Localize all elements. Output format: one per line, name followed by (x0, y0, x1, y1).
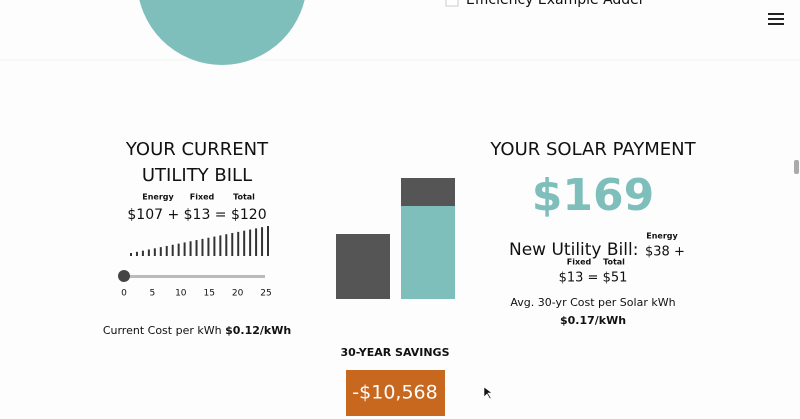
bill-title: UTILITY BILL (142, 165, 252, 186)
new-bill-label: New Utility Bill: (509, 240, 638, 260)
scale-bar (231, 233, 234, 256)
bill-label: Total (233, 193, 255, 202)
savings-box (346, 370, 445, 416)
scale-bar (255, 228, 258, 256)
slider-track[interactable] (124, 275, 265, 278)
avg-cost-value: $0.17/kWh (560, 314, 626, 327)
scrollbar[interactable] (794, 160, 799, 174)
energy-label: Energy (646, 232, 678, 241)
slider-tick-label: 0 (121, 289, 127, 299)
efficiency-circle (139, 0, 305, 65)
scale-bar (225, 234, 228, 256)
scale-bar (165, 245, 168, 256)
bill-label: Fixed (190, 193, 215, 202)
savings-label: 30-YEAR SAVINGS (340, 346, 449, 359)
solar-amount: $169 (532, 170, 654, 221)
slider-tick-label: 15 (203, 289, 214, 299)
total-label: Total (603, 258, 625, 267)
scale-bar (213, 236, 216, 256)
avg-cost-label: Avg. 30-yr Cost per Solar kWh (510, 296, 675, 309)
scale-bar (249, 229, 252, 256)
scale-bar (147, 249, 150, 256)
energy-value: $38 + (645, 245, 685, 260)
scale-bar (201, 238, 204, 256)
scale-bar (183, 242, 186, 256)
bill-title: YOUR CURRENT (125, 139, 269, 160)
fixed-label: Fixed (567, 258, 592, 267)
solar-payment-bar (401, 206, 455, 299)
scale-bar (243, 230, 246, 256)
solar-title: YOUR SOLAR PAYMENT (489, 139, 696, 160)
cost-line: Current Cost per kWh $0.12/kWh (103, 324, 291, 337)
cursor (483, 386, 493, 400)
slider-tick-label: 25 (260, 289, 271, 299)
scale-bar (130, 253, 132, 256)
scale-bar (261, 227, 264, 256)
slider-tick-label: 5 (150, 289, 156, 299)
cost-value: $0.12/kWh (225, 324, 291, 337)
scale-bar (177, 243, 180, 256)
slider-scale (130, 226, 269, 256)
total-formula: $13 = $51 (559, 271, 628, 286)
scale-bar (195, 240, 198, 256)
slider-tick-label: 10 (175, 289, 187, 299)
scale-bar (159, 247, 162, 256)
scale-bar (189, 241, 192, 256)
scale-bar (207, 237, 210, 256)
cost-label: Current Cost per kWh (103, 324, 222, 337)
checkbox[interactable] (445, 0, 459, 7)
solar-bill-bar (401, 178, 455, 206)
slider-knob[interactable] (118, 270, 130, 282)
checkbox-label[interactable]: Efficiency Example Adder (466, 0, 645, 8)
savings-value: -$10,568 (352, 382, 437, 404)
scale-bar (135, 251, 138, 256)
bill-formula: $107 + $13 = $120 (127, 207, 266, 223)
scale-bar (141, 250, 144, 256)
bill-label: Energy (142, 193, 174, 202)
scale-bar (237, 231, 240, 256)
scale-bar (267, 226, 269, 256)
slider-tick-label: 20 (232, 289, 244, 299)
scale-bar (171, 244, 174, 256)
current-bar (336, 234, 390, 299)
scale-bar (153, 248, 156, 256)
menu-icon[interactable] (768, 13, 784, 25)
scale-bar (219, 235, 222, 256)
